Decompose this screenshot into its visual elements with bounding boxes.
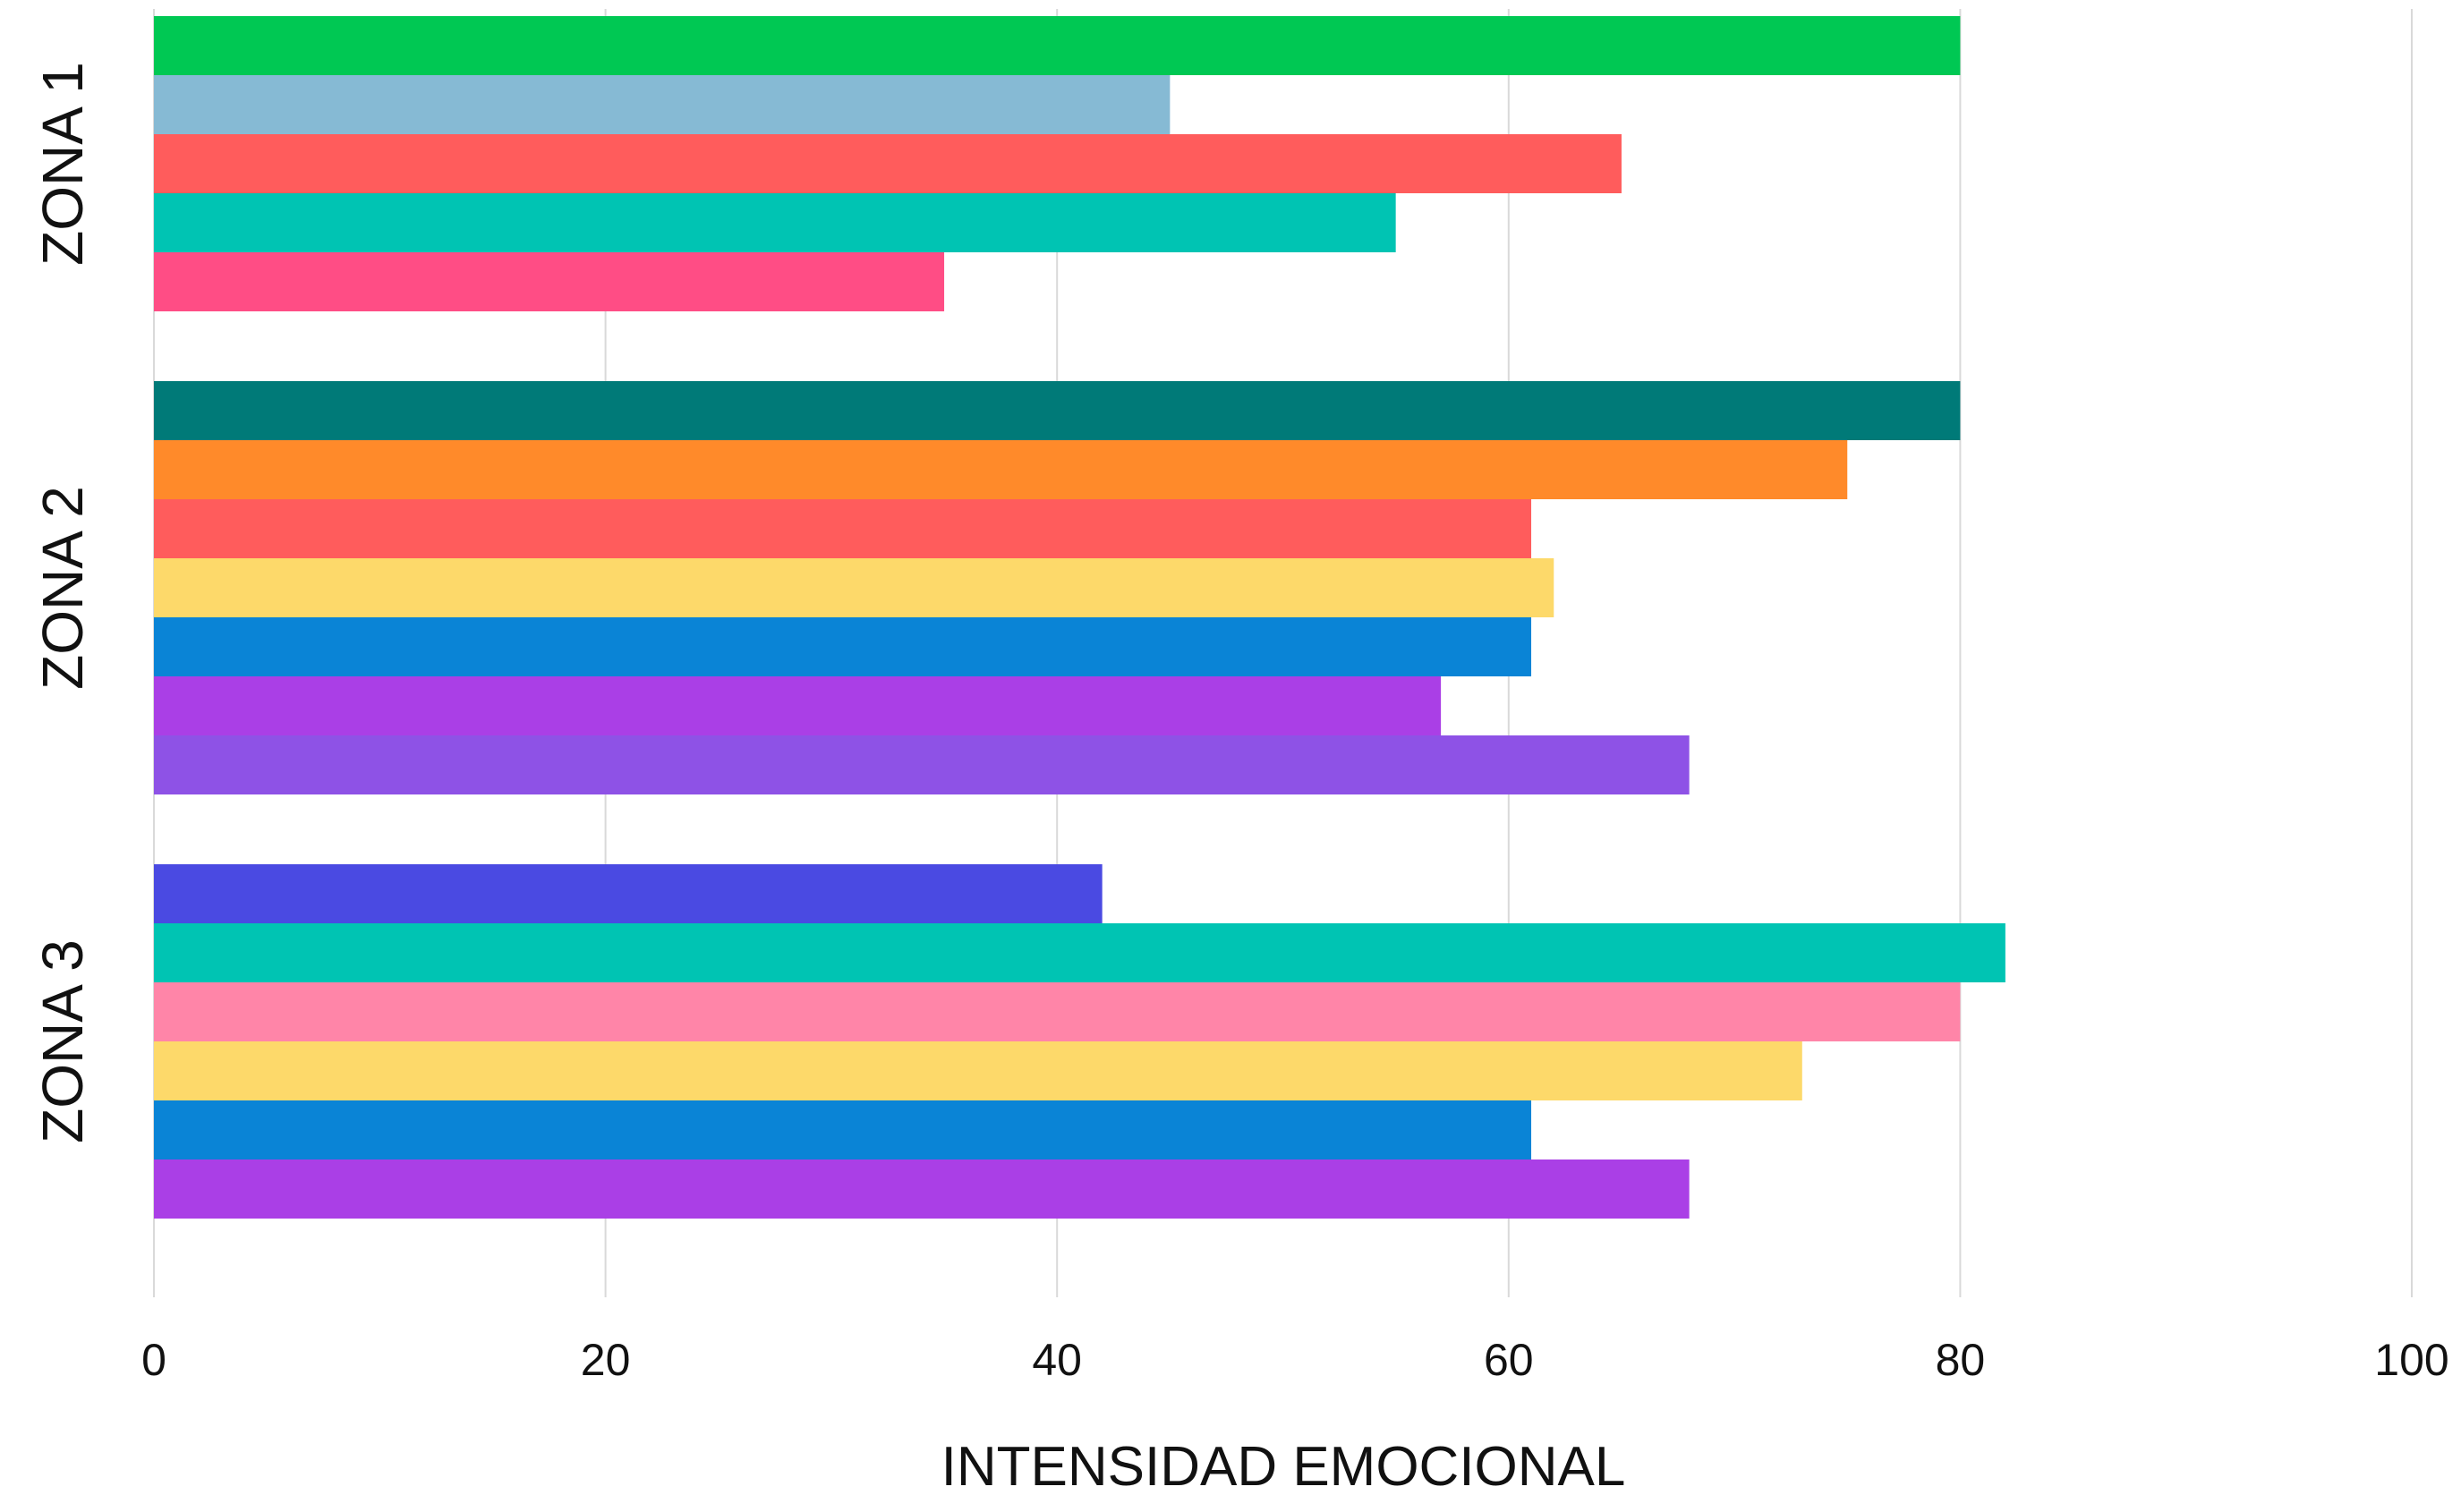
bar-zona-2-3: [154, 499, 1532, 558]
zone-label-1: ZONA 1: [30, 62, 95, 266]
x-tick-label: 80: [1936, 1335, 1986, 1385]
bar-zona-1-2: [154, 75, 1171, 134]
bar-zona-2-5: [154, 617, 1532, 676]
bar-zona-2-7: [154, 735, 1690, 794]
bar-zona-3-6: [154, 1159, 1690, 1219]
x-tick-label: 40: [1032, 1335, 1082, 1385]
bar-zona-3-5: [154, 1100, 1532, 1159]
zone-label-3: ZONA 3: [30, 939, 95, 1143]
bar-zona-1-3: [154, 134, 1622, 193]
bar-zona-2-4: [154, 558, 1554, 617]
x-tick-labels: 0 20 40 60 80 100: [141, 1335, 2449, 1385]
bars: [154, 16, 2005, 1219]
x-tick-label: 20: [581, 1335, 631, 1385]
bar-zona-2-6: [154, 676, 1442, 735]
bar-zona-1-5: [154, 252, 945, 311]
zone-label-2: ZONA 2: [30, 486, 95, 690]
x-tick-label: 0: [141, 1335, 166, 1385]
x-tick-label: 60: [1484, 1335, 1534, 1385]
bar-zona-3-2: [154, 923, 2005, 982]
bar-zona-1-4: [154, 193, 1396, 252]
x-axis-title: INTENSIDAD EMOCIONAL: [941, 1436, 1626, 1498]
bar-zona-2-2: [154, 440, 1848, 499]
bar-zona-2-1: [154, 381, 1961, 440]
bar-zona-3-1: [154, 864, 1103, 923]
x-tick-label: 100: [2374, 1335, 2448, 1385]
bar-zona-3-4: [154, 1041, 1802, 1100]
zone-labels: ZONA 1 ZONA 2 ZONA 3: [30, 62, 95, 1143]
bar-zona-1-1: [154, 16, 1961, 75]
bar-zona-3-3: [154, 982, 1961, 1041]
